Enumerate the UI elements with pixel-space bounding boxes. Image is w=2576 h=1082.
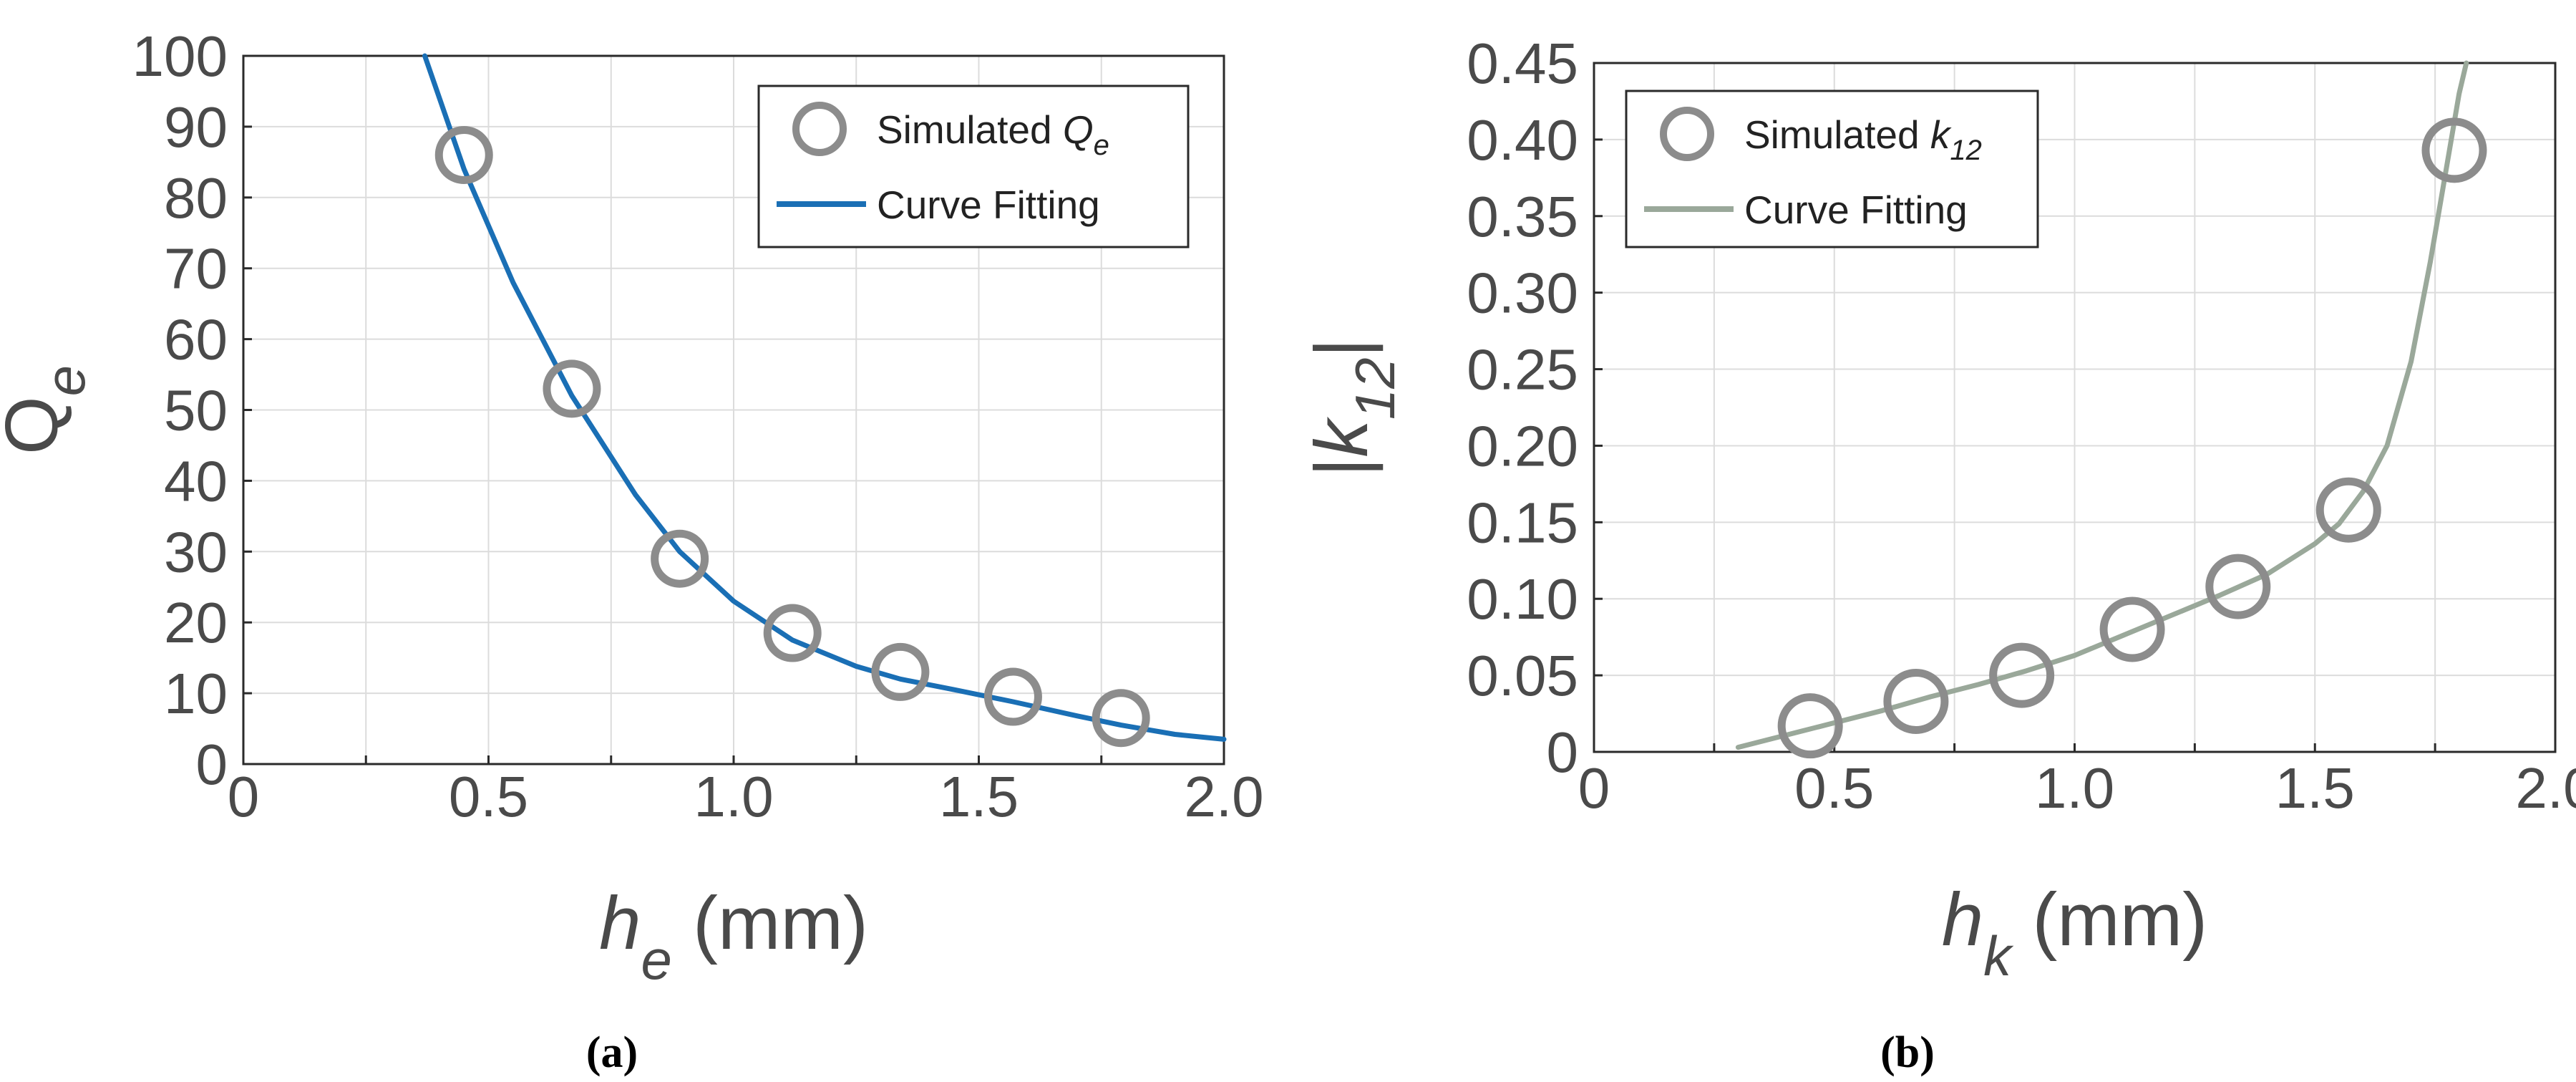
data-point-marker <box>2315 477 2381 543</box>
legend: Simulated Qe Curve Fitting <box>757 84 1190 248</box>
legend-label-curve-fitting: Curve Fitting <box>877 183 1100 227</box>
y-tick-label: 0.40 <box>1467 108 1578 172</box>
y-tick-label: 30 <box>164 520 228 584</box>
x-tick-label: 1.0 <box>2035 756 2114 820</box>
data-point-marker <box>1883 668 1949 734</box>
data-point-marker <box>434 125 493 184</box>
x-tick-label: 0.5 <box>1794 756 1874 820</box>
y-axis-label: |k12| <box>1300 338 1406 477</box>
x-tick-label: 2.0 <box>2515 756 2576 820</box>
x-axis-label: hk (mm) <box>1942 878 2207 987</box>
data-point-marker <box>871 642 930 701</box>
y-tick-label: 80 <box>164 166 228 230</box>
legend-label-curve-fitting: Curve Fitting <box>1744 188 1968 232</box>
y-tick-label: 0.15 <box>1467 491 1578 554</box>
panel-caption: (b) <box>1880 1028 1935 1077</box>
series-markers <box>434 125 1150 748</box>
y-tick-label: 50 <box>164 379 228 443</box>
x-tick-label: 1.5 <box>2275 756 2355 820</box>
chart-panel-b: 00.51.01.52.000.050.100.150.200.250.300.… <box>1300 32 2576 1077</box>
x-tick-label: 2.0 <box>1184 765 1263 829</box>
legend-marker-icon <box>1660 107 1714 161</box>
y-tick-label: 0.35 <box>1467 185 1578 248</box>
y-tick-label: 0.05 <box>1467 644 1578 707</box>
x-tick-label: 1.5 <box>939 765 1019 829</box>
data-point-marker <box>2421 117 2487 183</box>
x-tick-label: 0 <box>1578 756 1610 820</box>
legend-label-simulated: Simulated Qe <box>877 107 1109 161</box>
legend: Simulated k12 Curve Fitting <box>1625 90 2039 248</box>
y-tick-label: 0.10 <box>1467 567 1578 631</box>
legend-label-simulated: Simulated k12 <box>1744 112 1982 166</box>
data-point-marker <box>2205 554 2271 619</box>
data-point-marker <box>2099 596 2165 662</box>
data-point-marker <box>983 667 1042 726</box>
x-axis-label: he (mm) <box>599 881 868 991</box>
y-tick-label: 90 <box>164 95 228 159</box>
data-point-marker <box>1989 642 2055 708</box>
y-tick-label: 0.45 <box>1467 32 1578 95</box>
legend-marker-icon <box>792 102 847 156</box>
y-tick-label: 100 <box>132 24 228 88</box>
data-point-marker <box>1777 693 1843 759</box>
x-tick-label: 1.0 <box>694 765 773 829</box>
y-tick-label: 40 <box>164 449 228 513</box>
y-tick-label: 70 <box>164 237 228 301</box>
data-point-marker <box>543 359 601 418</box>
series-markers <box>1777 117 2487 759</box>
data-point-marker <box>1092 689 1150 748</box>
y-tick-label: 0.30 <box>1467 261 1578 325</box>
legend-box <box>1625 90 2039 248</box>
y-tick-label: 20 <box>164 591 228 654</box>
data-point-marker <box>651 529 709 588</box>
y-tick-label: 10 <box>164 662 228 725</box>
legend-box <box>757 84 1190 248</box>
series-line-curve-fitting <box>1735 60 2469 750</box>
tick-marks <box>243 54 1103 765</box>
y-tick-label: 0 <box>1547 720 1579 784</box>
y-tick-label: 60 <box>164 308 228 372</box>
data-point-marker <box>763 604 822 662</box>
x-tick-label: 0 <box>228 765 260 829</box>
y-tick-label: 0.25 <box>1467 338 1578 402</box>
y-axis-label: Qe <box>0 365 97 455</box>
y-tick-label: 0 <box>196 733 228 796</box>
y-tick-label: 0.20 <box>1467 414 1578 478</box>
x-tick-label: 0.5 <box>449 765 528 829</box>
tick-marks <box>1594 62 2436 753</box>
panel-caption: (a) <box>586 1028 638 1077</box>
